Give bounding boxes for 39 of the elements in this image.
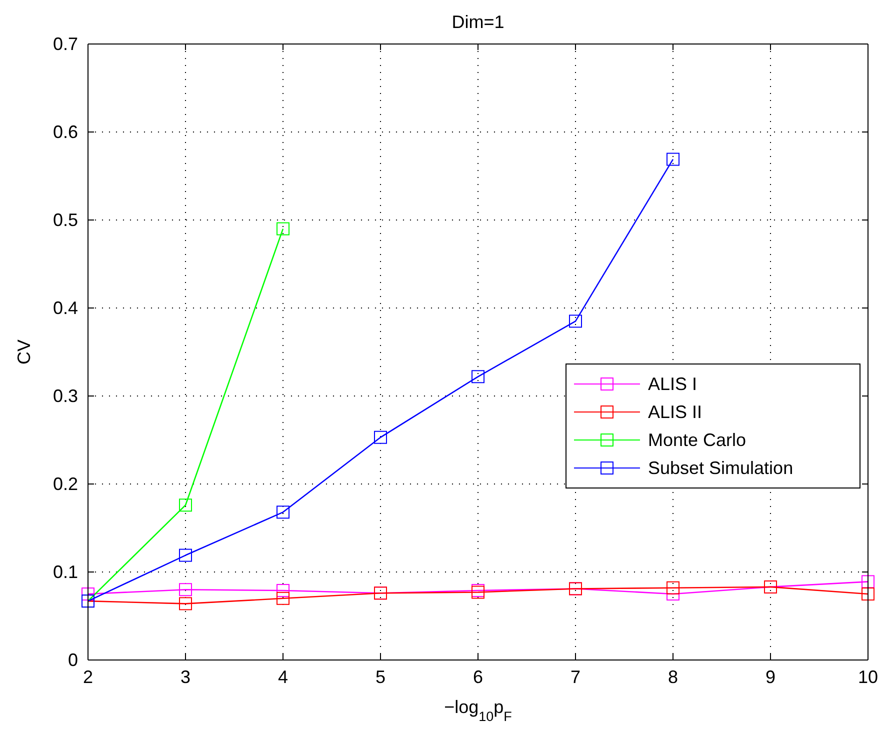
legend-label: Monte Carlo — [648, 430, 746, 450]
x-tick-label: 9 — [765, 666, 776, 687]
point — [276, 506, 290, 519]
point — [862, 575, 874, 588]
y-tick-label: 0.3 — [52, 386, 78, 406]
point — [179, 583, 192, 596]
point — [276, 584, 290, 597]
point — [179, 548, 192, 562]
point — [276, 592, 290, 605]
x-tick-label: 7 — [570, 666, 581, 687]
legend-label: Subset Simulation — [648, 458, 794, 478]
legend-label: ALIS II — [648, 402, 702, 422]
y-tick-label: 0 — [68, 650, 78, 670]
x-tick-label: 2 — [82, 666, 94, 687]
point — [666, 152, 680, 166]
y-tick-label: 0.6 — [52, 122, 78, 142]
point — [276, 222, 290, 236]
point — [179, 498, 192, 512]
point — [374, 430, 387, 444]
point — [666, 581, 680, 594]
y-axis-title: CV — [14, 339, 34, 365]
chart-title: Dim=1 — [452, 12, 504, 32]
x-tick-label: 4 — [278, 666, 288, 687]
y-tick-label: 0.5 — [52, 210, 78, 230]
x-tick-label: 5 — [375, 666, 386, 687]
point — [179, 597, 192, 610]
x-tick-label: 3 — [180, 666, 191, 687]
point — [862, 588, 874, 600]
y-tick-label: 0.7 — [52, 34, 78, 54]
point — [472, 370, 484, 384]
x-axis-title: −log$_{10}$p$_{F}$ — [444, 697, 512, 724]
legend-label: ALIS I — [648, 374, 698, 394]
y-tick-label: 0.2 — [52, 474, 78, 494]
y-tick-label: 0.4 — [52, 298, 78, 318]
x-tick-label: 8 — [668, 666, 678, 687]
x-tick-label: 6 — [472, 666, 484, 687]
y-tick-label: 0.1 — [52, 562, 78, 582]
x-tick-label: 10 — [858, 666, 878, 687]
point — [569, 314, 582, 328]
